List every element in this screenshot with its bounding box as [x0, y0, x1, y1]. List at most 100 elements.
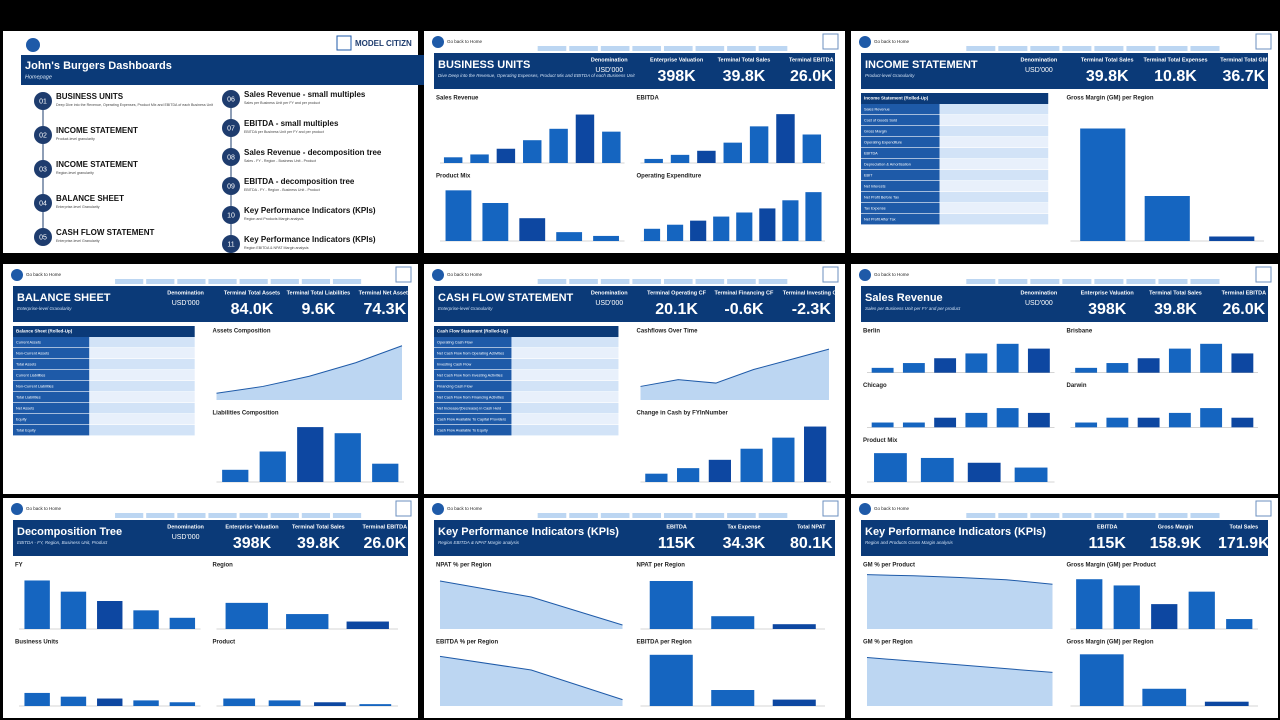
kpi-value: -0.6K	[724, 301, 764, 318]
bar	[649, 654, 693, 706]
row-label-cell	[13, 370, 90, 381]
bar	[549, 128, 568, 163]
row-value-cell	[939, 137, 1049, 148]
kpi-label: Terminal Total GM	[1220, 57, 1268, 63]
chart-title: Change in Cash by FYInNumber	[637, 411, 729, 417]
row-value-cell	[939, 181, 1049, 192]
item-title: BUSINESS UNITS	[56, 92, 124, 101]
kpi-value: 171.9K	[1218, 535, 1270, 552]
kpi-value: 398K	[1088, 301, 1127, 318]
row-value-cell	[939, 104, 1049, 115]
row-label: Net Cash Flow from Operating Activities	[437, 352, 504, 356]
row-value-cell	[511, 359, 619, 370]
bar	[523, 140, 542, 163]
tab	[1126, 513, 1156, 518]
tab	[966, 46, 996, 51]
bar	[223, 698, 256, 706]
nav-link: Go back to Home	[874, 506, 910, 511]
bar	[759, 208, 776, 241]
kpi-label: Terminal Total Sales	[1149, 290, 1202, 296]
kpi-value: 10.8K	[1154, 68, 1197, 85]
chart-title: Sales Revenue	[436, 96, 479, 102]
bar	[1231, 353, 1254, 373]
row-value-cell	[939, 115, 1049, 126]
kpi-value: 115K	[658, 535, 696, 552]
item-bubble	[222, 148, 240, 166]
page-subtitle: Dive Deep into the Revenue, Operating Ex…	[438, 73, 635, 78]
tab	[758, 46, 788, 51]
row-value-cell	[511, 337, 619, 348]
row-value-cell	[511, 392, 619, 403]
bar	[902, 363, 925, 373]
row-label-cell	[13, 359, 90, 370]
row-label: Sales Revenue	[864, 108, 890, 112]
nav-link: Go back to Home	[447, 272, 483, 277]
home-button	[859, 36, 871, 48]
kpi-label: Terminal Total Sales	[1081, 57, 1134, 63]
chart-title: EBITDA	[637, 96, 660, 102]
page-title: Sales Revenue	[865, 292, 943, 304]
item-title: EBITDA - decomposition tree	[244, 177, 355, 186]
bar	[934, 417, 957, 428]
item-number: 08	[227, 154, 235, 161]
logo-icon	[395, 500, 412, 517]
bar	[996, 343, 1019, 373]
bar	[1076, 579, 1103, 629]
kpi-value: 39.8K	[723, 68, 766, 85]
tab	[332, 513, 362, 518]
bar	[482, 203, 509, 241]
title-band	[21, 55, 428, 85]
item-number: 11	[227, 241, 234, 248]
bar	[1075, 367, 1098, 373]
denomination-label: Denomination	[591, 290, 628, 296]
tab	[663, 513, 693, 518]
kpi-label: Terminal Total Sales	[718, 57, 771, 63]
row-label: Current Liabilities	[16, 374, 45, 378]
row-value-cell	[511, 348, 619, 359]
bar	[736, 212, 753, 241]
item-desc: Enterprise-level Granularity	[56, 205, 100, 209]
chart-title: Liabilities Composition	[213, 411, 279, 417]
tab	[569, 46, 598, 51]
chart-title: GM % per Product	[863, 563, 915, 569]
row-label-cell	[434, 403, 512, 414]
tab	[1030, 279, 1060, 284]
bar	[372, 463, 399, 482]
row-label-cell	[861, 159, 940, 170]
kpi-label: Terminal EBITDA	[1222, 290, 1267, 296]
tab	[332, 279, 362, 284]
kpi-value: -2.3K	[792, 301, 832, 318]
tab	[1094, 279, 1124, 284]
bar	[60, 696, 87, 706]
tab	[632, 46, 662, 51]
row-label: Tax Expense	[864, 207, 886, 211]
title-band	[13, 286, 408, 322]
bar	[268, 700, 301, 706]
bar	[1168, 348, 1191, 373]
title-band	[861, 53, 1268, 89]
logo-icon	[822, 266, 839, 283]
tab	[663, 46, 693, 51]
item-bubble	[222, 177, 240, 195]
tab	[695, 46, 725, 51]
row-value-cell	[89, 370, 195, 381]
area	[867, 657, 1053, 706]
bar	[445, 190, 472, 241]
kpi-value: 39.8K	[1154, 301, 1197, 318]
bar	[802, 134, 822, 163]
item-title: Sales Revenue - small multiples	[244, 90, 366, 99]
row-label-cell	[861, 126, 940, 137]
kpi-label: Enterprise Valuation	[1081, 290, 1135, 296]
bar	[225, 602, 268, 629]
tab	[695, 513, 725, 518]
row-label-cell	[434, 414, 512, 425]
home-button	[432, 36, 444, 48]
title-band	[861, 286, 1268, 322]
chart-title: Product	[213, 640, 236, 646]
chart-title: Region	[213, 563, 234, 569]
item-desc: Enterprise-level Granularity	[56, 239, 100, 243]
denomination-label: Denomination	[1021, 290, 1058, 296]
tab	[998, 513, 1028, 518]
kpi-label: Terminal Total Liabilities	[287, 290, 351, 296]
home-button	[859, 269, 871, 281]
